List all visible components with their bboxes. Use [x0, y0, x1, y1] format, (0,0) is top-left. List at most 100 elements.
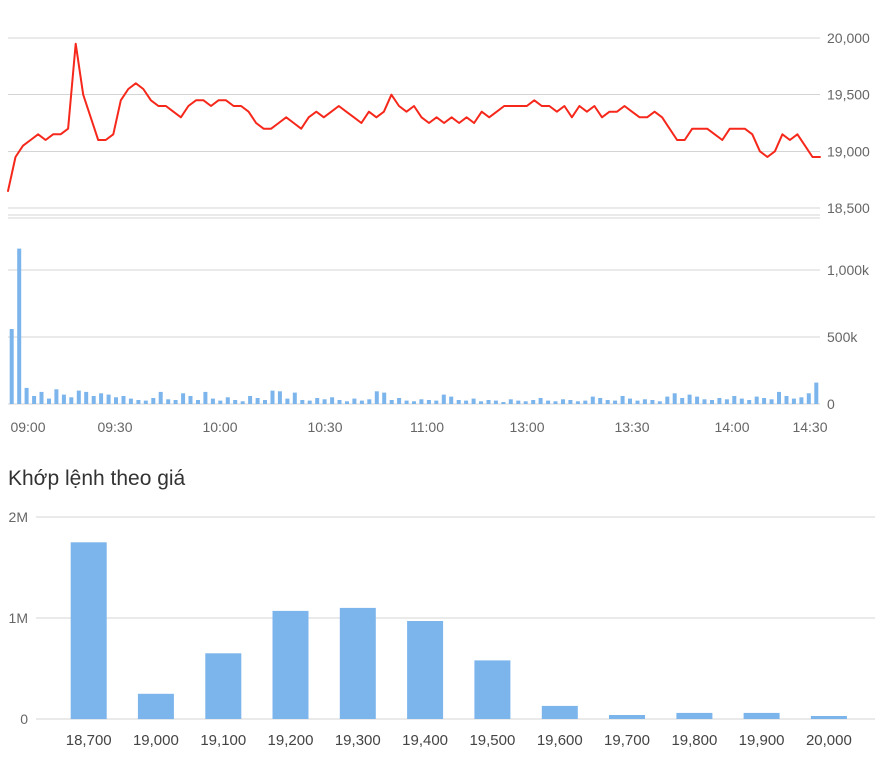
- time-axis-label: 14:30: [792, 419, 827, 435]
- volume-axis-label: 0: [827, 396, 835, 412]
- volume-bar: [374, 391, 379, 404]
- volume-bar: [702, 399, 707, 404]
- volume-bar: [32, 396, 37, 404]
- volume-bar: [546, 400, 551, 404]
- hist-category-label: 19,400: [402, 732, 448, 749]
- volume-bar: [553, 401, 558, 404]
- volume-bar: [650, 400, 655, 404]
- volume-bar: [285, 398, 290, 404]
- hist-category-label: 19,600: [537, 732, 583, 749]
- time-axis-label: 11:00: [410, 419, 444, 435]
- time-axis-label: 10:00: [202, 419, 237, 435]
- volume-bar: [523, 401, 528, 404]
- hist-category-label: 18,700: [66, 732, 112, 749]
- volume-bar: [717, 398, 722, 404]
- volume-bar: [359, 400, 364, 404]
- volume-bar: [270, 390, 275, 404]
- volume-bar: [642, 399, 647, 404]
- hist-bar: [70, 542, 107, 720]
- volume-bar: [598, 398, 603, 404]
- volume-bar: [486, 400, 491, 404]
- volume-bar: [687, 394, 692, 404]
- volume-bar: [121, 396, 126, 404]
- volume-bar: [300, 400, 305, 404]
- volume-bar: [479, 401, 483, 404]
- volume-bar: [47, 398, 51, 404]
- volume-bar: [106, 394, 111, 404]
- volume-bar: [114, 397, 118, 404]
- hist-bar: [339, 607, 376, 719]
- price-line: [7, 42, 821, 192]
- volume-bar: [151, 398, 156, 404]
- volume-bar: [203, 391, 208, 404]
- hist-bar: [541, 705, 578, 719]
- volume-by-price-chart: 2M 1M 0 18,700 19,000 19,100 19,200 19,300 19,40…: [0, 499, 891, 761]
- volume-bar: [136, 400, 141, 404]
- volume-bar: [263, 400, 267, 404]
- volume-bar: [590, 396, 595, 404]
- hist-category-label: 19,100: [200, 732, 246, 749]
- volume-bar: [24, 387, 29, 404]
- volume-bar: [345, 401, 349, 404]
- volume-bar: [769, 399, 774, 404]
- volume-bar: [307, 400, 312, 404]
- volume-bar: [493, 400, 498, 404]
- hist-category-label: 20,000: [806, 732, 852, 749]
- volume-bar: [255, 398, 260, 404]
- volume-bar: [464, 400, 469, 404]
- volume-bar: [158, 391, 163, 404]
- hist-axis-label: 1M: [9, 610, 28, 626]
- time-axis-label: 13:00: [509, 419, 544, 435]
- volume-bar: [412, 401, 416, 404]
- hist-bar: [407, 621, 444, 719]
- hist-bar: [609, 715, 645, 719]
- time-axis-label: 14:00: [714, 419, 749, 435]
- hist-bar: [474, 660, 511, 719]
- volume-bar: [84, 391, 89, 404]
- volume-bar: [61, 394, 66, 404]
- volume-bar: [404, 400, 409, 404]
- volume-bar: [39, 391, 44, 404]
- volume-axis-label: 500k: [827, 329, 858, 345]
- hist-bar: [743, 712, 780, 719]
- volume-bar: [143, 400, 148, 404]
- volume-bar: [635, 400, 640, 404]
- volume-bar: [538, 398, 543, 404]
- volume-bar: [99, 393, 104, 404]
- hist-bar: [137, 693, 174, 720]
- volume-bar: [277, 391, 282, 404]
- volume-bar: [449, 396, 454, 404]
- volume-bar: [695, 396, 700, 404]
- volume-bar: [456, 400, 461, 404]
- volume-bar: [17, 248, 22, 404]
- hist-bar: [272, 610, 309, 719]
- hist-bar: [676, 712, 713, 719]
- volume-bar: [605, 400, 610, 404]
- intraday-svg: 20,000 19,500 19,000 18,500 1,000k 500k 0 09:00…: [7, 30, 870, 435]
- volume-bar: [501, 402, 506, 404]
- volume-bar: [210, 398, 215, 404]
- volume-bar: [218, 400, 223, 404]
- volume-bar: [248, 396, 253, 404]
- volume-bar: [531, 400, 536, 404]
- volume-bar: [784, 396, 789, 404]
- volume-bar: [322, 399, 327, 404]
- volume-bar: [166, 399, 171, 404]
- volume-bar: [680, 398, 685, 404]
- hist-bar: [205, 653, 242, 719]
- hist-category-label: 19,200: [268, 732, 314, 749]
- volume-bar: [814, 382, 819, 404]
- volume-bar: [732, 396, 737, 404]
- volume-bar: [91, 396, 96, 404]
- volume-bar: [54, 389, 59, 404]
- hist-axis-label: 0: [20, 711, 28, 727]
- time-axis-label: 13:30: [614, 419, 649, 435]
- price-axis-label: 19,500: [827, 87, 870, 103]
- volume-bar: [724, 399, 729, 404]
- volume-bar: [516, 400, 521, 404]
- volume-bar: [747, 400, 752, 404]
- volume-bar: [76, 390, 81, 404]
- hist-category-label: 19,000: [133, 732, 179, 749]
- hist-category-label: 19,500: [469, 732, 515, 749]
